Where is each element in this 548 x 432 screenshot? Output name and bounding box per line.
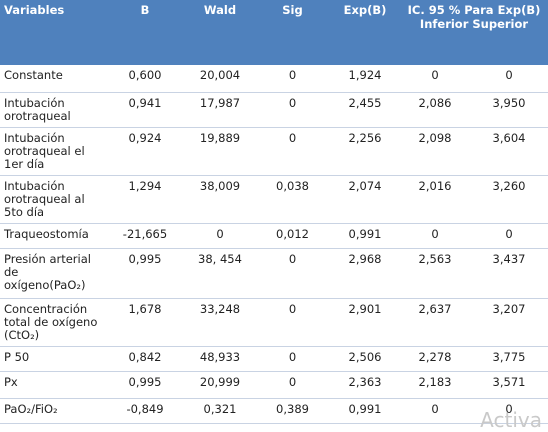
variable-cell: Intubación orotraqueal al 5to día [0,175,105,224]
value-cell: 2,506 [330,346,400,372]
variable-cell: Traqueostomía [0,223,105,249]
value-cell: 0 [185,223,255,249]
value-cell: 0 [470,398,548,424]
table-row: P 50 0,842 48,933 0 2,506 2,278 3,775 [0,346,548,372]
value-cell: 20,999 [185,371,255,399]
value-cell: 0 [400,398,470,424]
value-cell: 1,678 [105,298,185,347]
value-cell: 2,637 [400,298,470,347]
value-cell: 2,098 [400,127,470,176]
value-cell: 3,571 [470,371,548,399]
value-cell: 0,924 [105,127,185,176]
value-cell: 0,991 [330,223,400,249]
value-cell: 33,248 [185,298,255,347]
value-cell: 0,842 [105,346,185,372]
value-cell: -21,665 [105,223,185,249]
variable-cell: Intubación orotraqueal el 1er día [0,127,105,176]
value-cell: 0 [255,371,330,399]
header-row: Variables B Wald Sig Exp(B) IC. 95 % Para Exp… [0,0,548,65]
table-row: PaO₂/FiO₂ -0,849 0,321 0,389 0,991 0 0 [0,398,548,424]
header-cell: Variables [0,0,105,65]
value-cell: 3,207 [470,298,548,347]
value-cell: 17,987 [185,92,255,128]
variable-cell: Presión arterial de oxígeno(PaO₂) [0,248,105,299]
value-cell: 20,004 [185,65,255,93]
value-cell: 2,086 [400,92,470,128]
variable-cell: Constante [0,65,105,93]
value-cell: 0,389 [255,398,330,424]
table-body: Constante 0,600 20,004 0 1,924 0 0 Intubación o… [0,65,548,424]
value-cell: 0 [400,223,470,249]
value-cell: 1,924 [330,65,400,93]
value-cell: 2,563 [400,248,470,299]
value-cell: 0 [470,65,548,93]
value-cell: 0,991 [330,398,400,424]
value-cell: 0,012 [255,223,330,249]
value-cell: 2,256 [330,127,400,176]
value-cell: 3,260 [470,175,548,224]
table-row: Intubación orotraqueal 0,941 17,987 0 2,455 2… [0,92,548,128]
value-cell: 2,363 [330,371,400,399]
header-cell: Exp(B) [330,0,400,65]
header-cell: B [105,0,185,65]
value-cell: 0,321 [185,398,255,424]
value-cell: 2,455 [330,92,400,128]
variable-cell: Px [0,371,105,399]
value-cell: 0 [255,127,330,176]
variable-cell: P 50 [0,346,105,372]
variable-cell: PaO₂/FiO₂ [0,398,105,424]
value-cell: 2,968 [330,248,400,299]
value-cell: 48,933 [185,346,255,372]
value-cell: 0,941 [105,92,185,128]
value-cell: 0,600 [105,65,185,93]
value-cell: 3,950 [470,92,548,128]
value-cell: 3,437 [470,248,548,299]
header-cell: IC. 95 % Para Exp(B) Inferior Superior [400,0,548,65]
value-cell: 0,995 [105,248,185,299]
value-cell: 0 [255,248,330,299]
variable-cell: Concentración total de oxígeno (CtO₂) [0,298,105,347]
value-cell: 2,016 [400,175,470,224]
value-cell: -0,849 [105,398,185,424]
watermark: Activa [480,408,542,432]
table-row: Concentración total de oxígeno (CtO₂) 1,6… [0,298,548,347]
table-row: Constante 0,600 20,004 0 1,924 0 0 [0,65,548,93]
value-cell: 2,901 [330,298,400,347]
value-cell: 0 [255,346,330,372]
value-cell: 19,889 [185,127,255,176]
value-cell: 1,294 [105,175,185,224]
value-cell: 0,995 [105,371,185,399]
table-row: Presión arterial de oxígeno(PaO₂) 0,995 38… [0,248,548,299]
header-cell: Wald [185,0,255,65]
table-row: Intubación orotraqueal al 5to día 1,294 38… [0,175,548,224]
value-cell: 0 [255,65,330,93]
value-cell: 2,278 [400,346,470,372]
value-cell: 3,775 [470,346,548,372]
header-cell: Sig [255,0,330,65]
value-cell: 0,038 [255,175,330,224]
value-cell: 0 [400,65,470,93]
value-cell: 0 [255,92,330,128]
value-cell: 0 [470,223,548,249]
value-cell: 3,604 [470,127,548,176]
value-cell: 0 [255,298,330,347]
value-cell: 38, 454 [185,248,255,299]
table-row: Px 0,995 20,999 0 2,363 2,183 3,571 [0,371,548,399]
value-cell: 38,009 [185,175,255,224]
table-row: Traqueostomía -21,665 0 0,012 0,991 0 0 [0,223,548,249]
value-cell: 2,183 [400,371,470,399]
variable-cell: Intubación orotraqueal [0,92,105,128]
table-row: Intubación orotraqueal el 1er día 0,924 19… [0,127,548,176]
value-cell: 2,074 [330,175,400,224]
